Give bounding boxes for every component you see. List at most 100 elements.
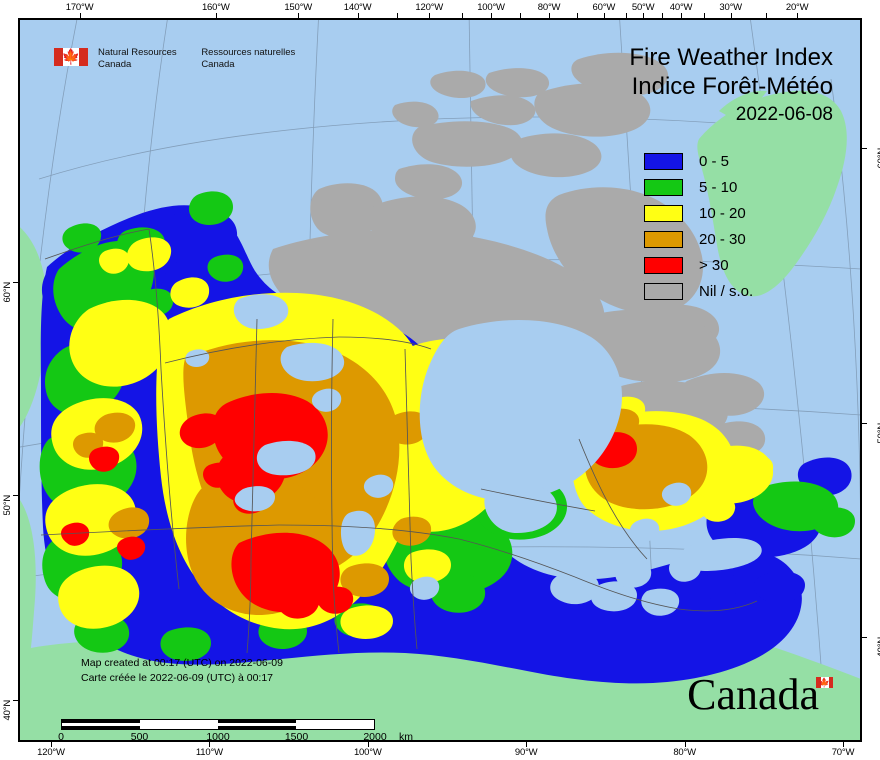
legend-row: > 30 xyxy=(644,253,753,277)
latitude-tick-mark-left xyxy=(13,700,18,701)
legend-swatch xyxy=(644,204,683,222)
map-frame: 🍁 Natural Resources Canada Ressources na… xyxy=(18,18,862,742)
longitude-tick-mark-bottom xyxy=(842,742,844,747)
longitude-tick-mark xyxy=(357,13,359,18)
longitude-tick-mark-bottom xyxy=(684,742,686,747)
latitude-axis-left: 60°N 50°N 40°N xyxy=(0,18,18,742)
legend-row: 5 - 10 xyxy=(644,175,753,199)
longitude-tick-label-bottom: 110°W xyxy=(195,747,223,758)
legend-label: 20 - 30 xyxy=(699,230,746,248)
scale-bar-tick-label: 1500 xyxy=(284,731,309,742)
legend-label: 0 - 5 xyxy=(699,152,730,170)
longitude-tick-mark xyxy=(730,13,732,18)
canada-flag-icon: 🍁 xyxy=(54,48,88,66)
scale-bar-tick-label: 2000 xyxy=(363,731,387,742)
political-borders xyxy=(40,228,758,654)
longitude-tick-label: 160°W xyxy=(201,2,230,13)
legend-swatch xyxy=(644,152,683,170)
longitude-tick-mark-bottom xyxy=(526,742,528,747)
latitude-tick-mark-right xyxy=(862,148,867,149)
latitude-tick-label-right: 50°N xyxy=(876,423,880,444)
scale-bar-segment xyxy=(218,720,296,729)
longitude-tick-label-bottom: 80°W xyxy=(673,747,696,758)
longitude-tick-mark xyxy=(461,13,463,18)
legend-swatch xyxy=(644,282,683,300)
attribution-line-fr: Carte créée le 2022-06-09 (UTC) à 00:17 xyxy=(81,672,274,684)
legend-label: 10 - 20 xyxy=(699,204,746,222)
map-canvas xyxy=(19,19,861,741)
map-title-fr: Indice Forêt-Météo xyxy=(631,73,833,100)
agency-name-fr-line1: Ressources naturelles xyxy=(201,47,296,58)
scale-bar-track xyxy=(61,719,375,730)
legend-row: 20 - 30 xyxy=(644,227,753,251)
scale-bar-tick-label: 1000 xyxy=(206,731,230,742)
longitude-tick-label: 20°W xyxy=(785,2,809,13)
longitude-tick-mark xyxy=(643,13,645,18)
legend-row: 0 - 5 xyxy=(644,149,753,173)
longitude-tick-mark-bottom xyxy=(209,742,211,747)
latitude-tick-label-right: 60°N xyxy=(876,148,880,169)
scale-bar-segment xyxy=(296,720,374,729)
longitude-tick-mark xyxy=(704,13,706,18)
longitude-tick-mark xyxy=(429,13,431,18)
longitude-tick-mark xyxy=(215,13,217,18)
longitude-tick-mark xyxy=(626,13,628,18)
longitude-tick-label: 140°W xyxy=(343,2,372,13)
legend-label: Nil / s.o. xyxy=(699,282,754,300)
map-graphic xyxy=(19,19,861,741)
longitude-tick-label: 50°W xyxy=(631,2,655,13)
legend-swatch xyxy=(644,178,683,196)
longitude-axis-bottom: 120°W 110°W 100°W 90°W 80°W 70°W xyxy=(0,742,880,760)
scale-bar-segment xyxy=(62,720,140,729)
longitude-tick-mark-bottom xyxy=(367,742,369,747)
scale-bar-labels: 0 500 1000 1500 2000 km xyxy=(58,731,413,742)
longitude-tick-label: 30°W xyxy=(719,2,742,13)
longitude-tick-label: 40°W xyxy=(669,2,693,13)
scale-bar-tick-label: 0 xyxy=(58,731,64,742)
longitude-tick-mark xyxy=(576,13,578,18)
longitude-tick-label: 80°W xyxy=(537,2,561,13)
longitude-tick-mark xyxy=(491,13,493,18)
legend-row: Nil / s.o. xyxy=(644,279,753,303)
longitude-tick-label-bottom: 90°W xyxy=(514,747,538,758)
map-title-en: Fire Weather Index xyxy=(629,44,833,71)
nrcan-wordmark-text: Natural Resources Canada Ressources natu… xyxy=(98,47,295,71)
longitude-tick-label-bottom: 70°W xyxy=(831,747,855,758)
legend-row: 10 - 20 xyxy=(644,201,753,225)
canada-wordmark: Canada 🍁 xyxy=(687,673,833,717)
legend-swatch xyxy=(644,230,683,248)
longitude-tick-mark xyxy=(520,13,522,18)
scale-bar-unit: km xyxy=(399,731,413,742)
longitude-tick-mark xyxy=(662,13,664,18)
legend-label: 5 - 10 xyxy=(699,178,738,196)
longitude-tick-mark xyxy=(603,13,605,18)
longitude-tick-label: 60°W xyxy=(592,2,616,13)
longitude-tick-mark xyxy=(79,13,81,18)
longitude-tick-mark xyxy=(397,13,399,18)
map-date: 2022-06-08 xyxy=(735,104,833,125)
latitude-tick-label-left: 50°N xyxy=(2,495,13,516)
agency-name-en-line1: Natural Resources xyxy=(98,47,177,58)
longitude-tick-mark xyxy=(797,13,799,18)
longitude-tick-mark xyxy=(298,13,300,18)
latitude-tick-mark-left xyxy=(13,495,18,496)
longitude-tick-mark xyxy=(681,13,683,18)
scale-bar-segment xyxy=(140,720,218,729)
longitude-tick-mark-bottom xyxy=(50,742,52,747)
longitude-tick-label: 100°W xyxy=(477,2,505,13)
latitude-tick-label-right: 40°N xyxy=(876,637,880,658)
canada-wordmark-text: Canada xyxy=(687,670,819,719)
longitude-axis-top: 170°W 160°W 150°W 140°W 120°W 100°W 80°W 60°W 50… xyxy=(0,0,880,18)
legend-swatch xyxy=(644,256,683,274)
longitude-tick-label-bottom: 100°W xyxy=(353,747,382,758)
longitude-tick-label: 150°W xyxy=(284,2,312,13)
title-block: Fire Weather Index Indice Forêt-Météo 20… xyxy=(629,43,833,128)
agency-name-en-line2: Canada xyxy=(98,59,132,70)
inland-lakes xyxy=(185,294,762,616)
longitude-tick-label: 170°W xyxy=(65,2,94,13)
latitude-tick-label-left: 40°N xyxy=(2,700,13,721)
legend-label: > 30 xyxy=(699,256,729,274)
latitude-tick-mark-right xyxy=(862,637,867,638)
legend: 0 - 5 5 - 10 10 - 20 20 - 30 > 30 Nil / s.o. xyxy=(644,149,753,305)
